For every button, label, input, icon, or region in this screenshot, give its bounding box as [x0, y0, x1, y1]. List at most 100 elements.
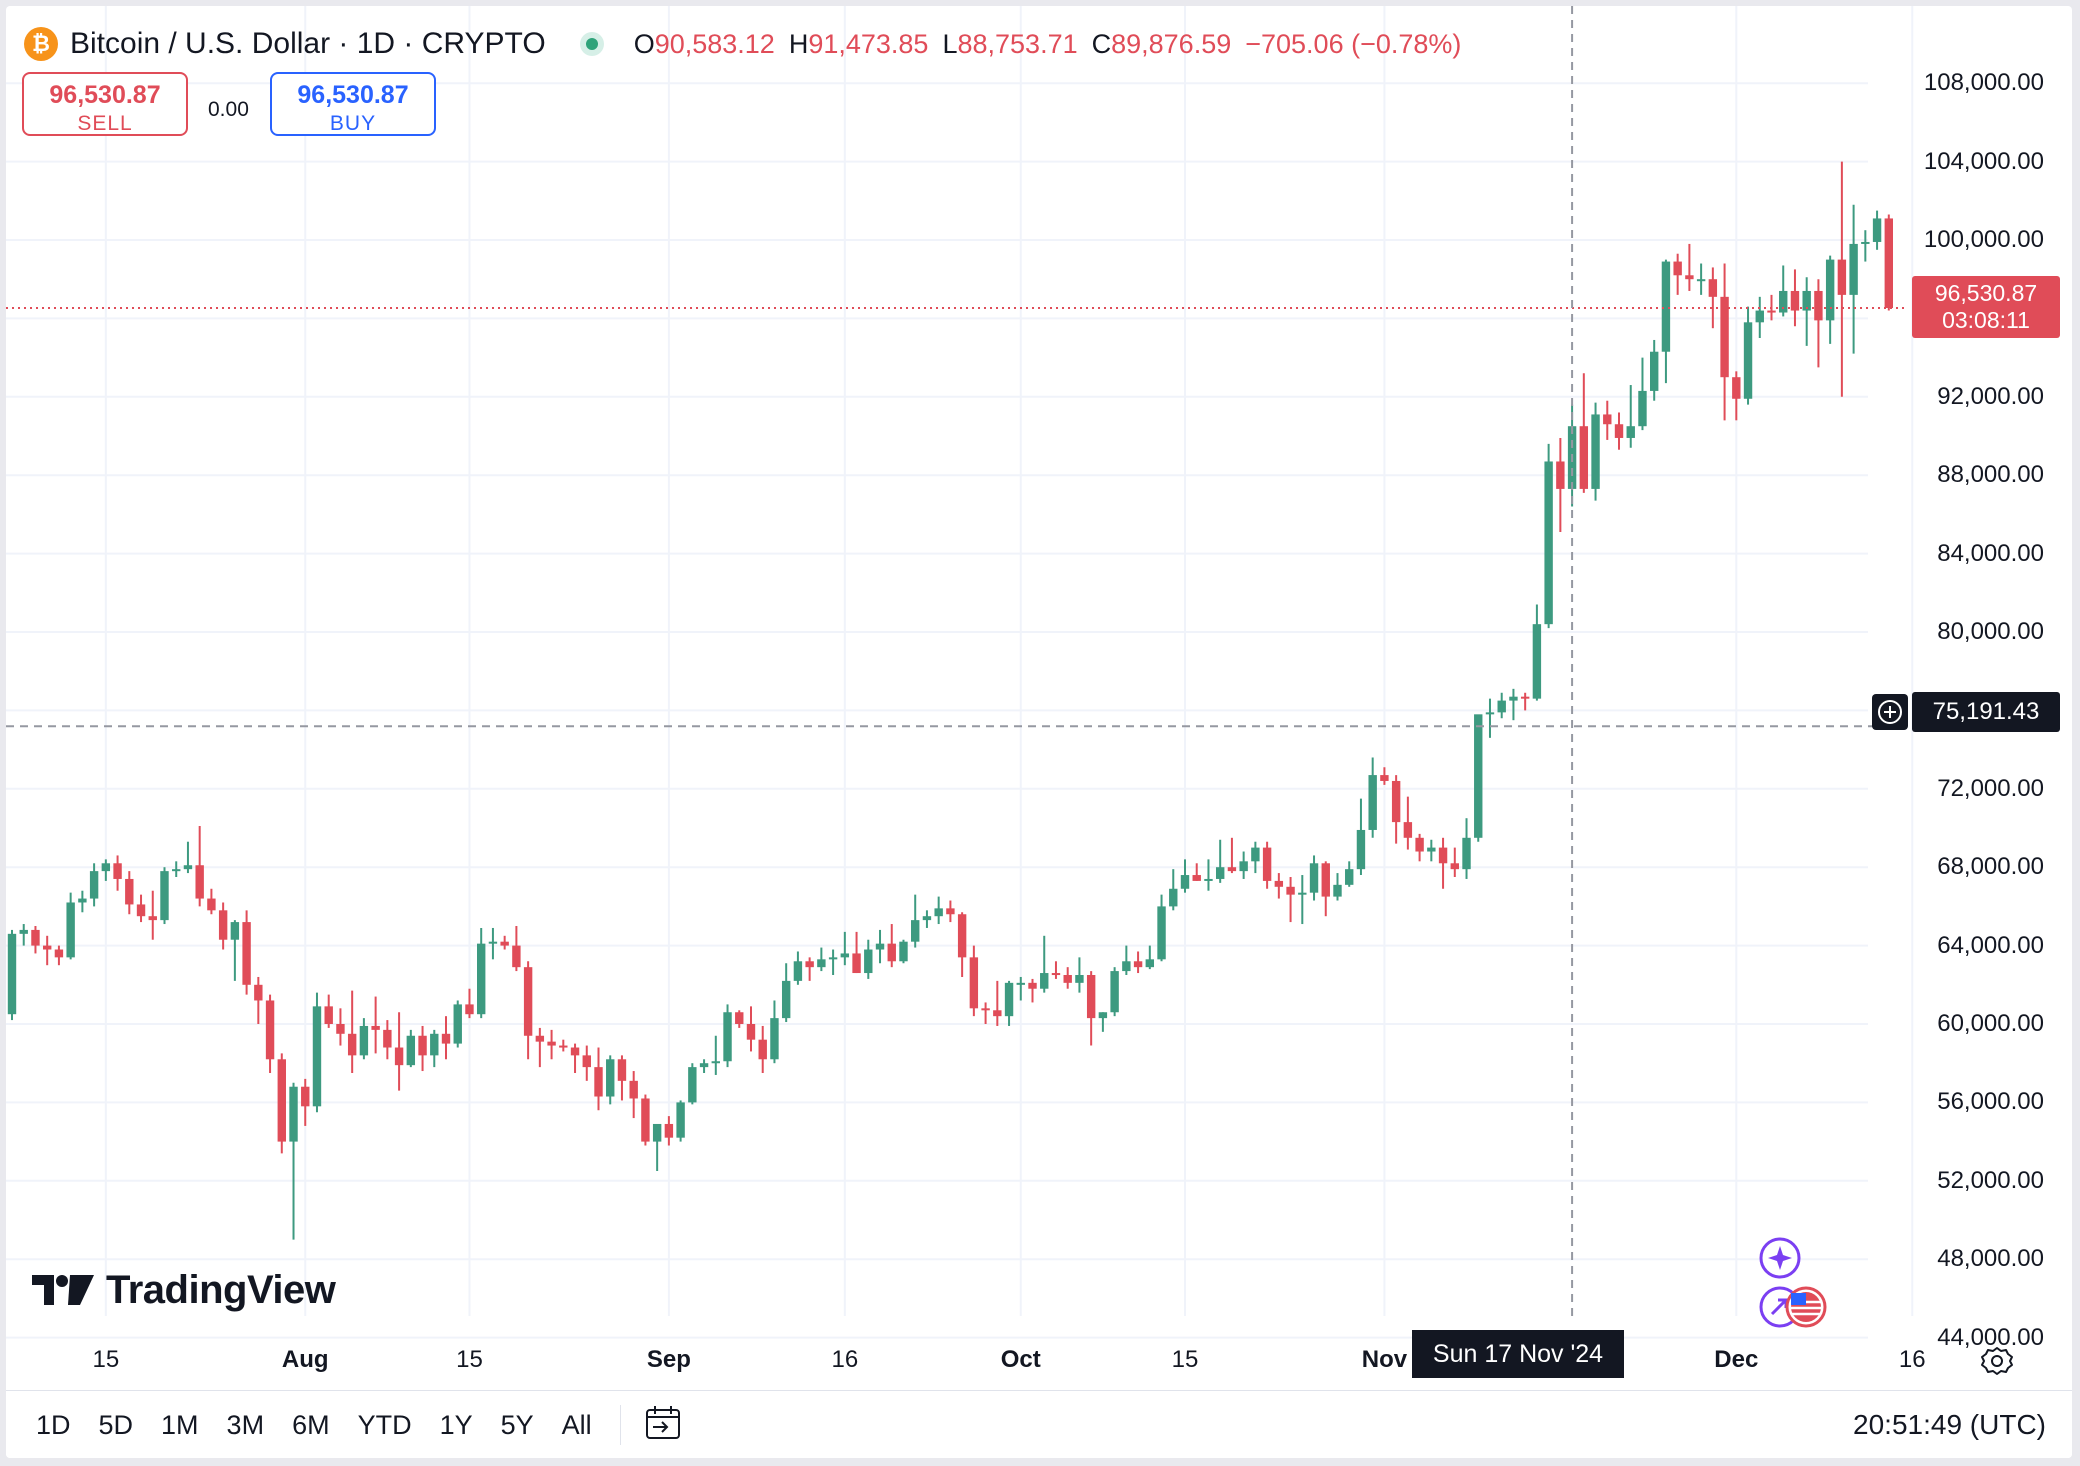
candle-body [535, 1035, 545, 1042]
status-dot-icon [579, 32, 604, 56]
price-axis-label: 68,000.00 [1937, 853, 2044, 881]
candle-body [1239, 861, 1248, 872]
open-value: 90,583.12 [654, 28, 775, 59]
candle-body [1720, 296, 1729, 378]
candle-body [1098, 1012, 1108, 1019]
candle-body [1462, 837, 1471, 870]
candle-body [125, 878, 134, 905]
candle-body [770, 1018, 779, 1060]
candle-body [453, 1004, 462, 1044]
range-button-3m[interactable]: 3M [226, 1409, 265, 1440]
candle-body [477, 943, 486, 1015]
time-axis-label: Sep [646, 1346, 691, 1373]
candle-body [1051, 973, 1061, 976]
candle-body [723, 1012, 732, 1062]
high-label: H [788, 28, 809, 59]
sell-button[interactable]: 96,530.87 SELL [22, 72, 188, 136]
range-button-ytd[interactable]: YTD [357, 1409, 412, 1440]
candle-body [66, 902, 75, 958]
candle-body [1825, 259, 1835, 321]
candle-body [1262, 847, 1272, 881]
candle-body [676, 1102, 685, 1138]
buy-button[interactable]: 96,530.87 BUY [270, 72, 436, 136]
bottom-toolbar: 1D 5D 1M 3M 6M YTD 1Y 5Y All 20:51:49 (UTC) [6, 1390, 2072, 1458]
candle-body [934, 908, 943, 917]
candle-body [1274, 880, 1284, 887]
candle-body [1251, 847, 1260, 862]
crosshair-plus-icon[interactable] [1872, 694, 1908, 730]
candle-body [547, 1041, 556, 1046]
candle-body [324, 1006, 333, 1024]
range-button-1m[interactable]: 1M [161, 1409, 199, 1440]
candle-body [1345, 869, 1354, 885]
candle-body [828, 957, 838, 960]
range-button-1y[interactable]: 1Y [439, 1409, 473, 1440]
candle-body [54, 949, 64, 958]
candle-body [78, 898, 87, 903]
time-axis-label: 15 [456, 1346, 483, 1373]
candle-body [852, 953, 861, 974]
candle-body [946, 908, 955, 915]
range-button-5y[interactable]: 5Y [500, 1409, 534, 1440]
candle-body [594, 1067, 603, 1097]
candle-body [1075, 975, 1084, 983]
candle-body [641, 1098, 650, 1142]
current-price: 96,530.87 [1934, 280, 2038, 306]
candle-body [383, 1029, 392, 1048]
candle-body [1298, 892, 1307, 895]
range-buttons: 1D 5D 1M 3M 6M YTD 1Y 5Y All [6, 1410, 592, 1441]
candle-body [1779, 290, 1788, 313]
candle-body [1063, 975, 1072, 983]
candle-body [89, 871, 99, 899]
range-button-6m[interactable]: 6M [292, 1409, 330, 1440]
settings-icon[interactable] [1980, 1344, 2014, 1383]
candle-body [1204, 878, 1213, 881]
symbol-title[interactable]: Bitcoin / U.S. Dollar · 1D · CRYPTO [70, 27, 546, 60]
candle-body [781, 980, 791, 1019]
candle-body [1497, 700, 1506, 713]
candle-body [1309, 863, 1319, 893]
candle-body [336, 1024, 345, 1034]
calendar-goto-icon[interactable] [643, 1403, 683, 1448]
crosshair-price-tag: 75,191.43 [1912, 692, 2060, 732]
candle-body [1520, 696, 1530, 699]
price-axis-label: 72,000.00 [1937, 774, 2044, 802]
candle-body [1122, 961, 1131, 972]
time-axis-label: Dec [1714, 1346, 1759, 1373]
candle-body [1356, 829, 1366, 870]
candle-body [312, 1006, 322, 1107]
spread-value: 0.00 [208, 98, 249, 121]
candle-body [183, 865, 193, 870]
candle-body [1861, 241, 1870, 244]
candle-body [652, 1123, 662, 1142]
us-flag-icon[interactable] [1758, 1284, 1838, 1335]
candle-body [1321, 863, 1330, 897]
ai-sparkle-icon[interactable] [1758, 1236, 1802, 1285]
time-axis-label: Oct [1000, 1346, 1041, 1373]
time-axis-label: 15 [92, 1346, 120, 1373]
candle-body [1802, 290, 1811, 311]
candle-body [899, 941, 908, 962]
range-button-1d[interactable]: 1D [36, 1409, 71, 1440]
price-axis-label: 100,000.00 [1923, 226, 2044, 253]
candle-body [512, 945, 521, 968]
candle-body [500, 941, 509, 946]
candle-body [817, 959, 826, 968]
current-price-tag: 96,530.87 03:08:11 [1912, 276, 2060, 338]
utc-clock[interactable]: 20:51:49 (UTC) [1853, 1409, 2046, 1440]
range-button-all[interactable]: All [561, 1409, 592, 1440]
time-axis-label: Aug [281, 1346, 329, 1373]
candle-body [1086, 975, 1096, 1019]
price-axis-label: 52,000.00 [1937, 1166, 2044, 1194]
tradingview-logo: TradingView [32, 1268, 336, 1313]
candle-body [1532, 624, 1542, 699]
candle-body [1415, 837, 1424, 852]
candle-body [1708, 279, 1718, 297]
range-button-5d[interactable]: 5D [98, 1409, 134, 1440]
candle-body [559, 1045, 568, 1048]
chart-canvas[interactable] [6, 6, 2072, 1390]
candle-body [441, 1033, 451, 1044]
candle-body [301, 1086, 310, 1107]
price-axis-label: 56,000.00 [1937, 1088, 2044, 1116]
candle-body [1814, 290, 1823, 321]
